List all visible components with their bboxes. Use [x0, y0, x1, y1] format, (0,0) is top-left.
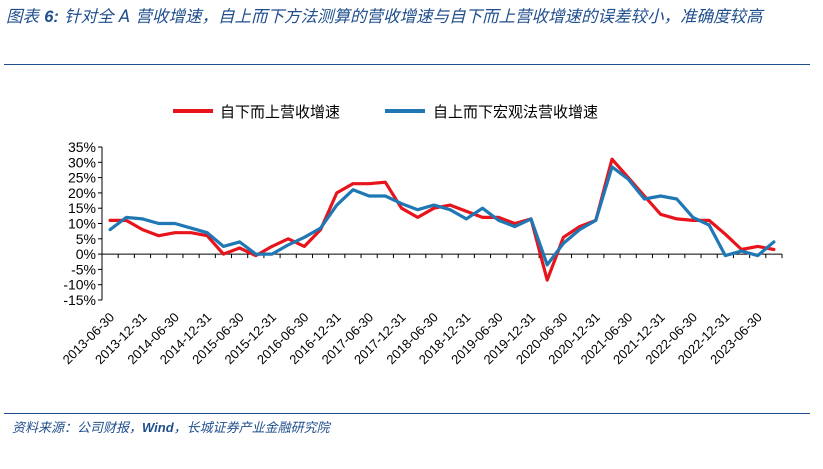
series-line-2 [108, 165, 776, 267]
y-tick-label: -10% [63, 277, 96, 293]
y-tick-label: 10% [68, 216, 96, 232]
series-line-1 [108, 157, 776, 282]
figure-title-prefix: 图表 [6, 7, 39, 26]
source-prefix: 资料来源：公司财报， [12, 421, 143, 436]
y-tick-label: 15% [68, 200, 96, 216]
chart-series [108, 157, 776, 282]
legend-label-1: 自下而上营收增速 [220, 103, 340, 121]
y-tick-label: 35% [68, 139, 96, 155]
source-wind: Wind [142, 420, 174, 435]
y-tick-label: 30% [68, 154, 96, 170]
title-divider [4, 64, 810, 65]
y-tick-label: -5% [71, 261, 96, 277]
y-tick-label: 5% [76, 231, 96, 247]
y-tick-label: 0% [76, 246, 96, 262]
y-tick-label: -15% [63, 292, 96, 308]
chart-axes: -15%-10%-5%0%5%10%15%20%25%30%35%2013-06… [60, 139, 783, 367]
source-suffix: ，长城证券产业金融研究院 [173, 421, 330, 436]
source-note: 资料来源：公司财报，Wind，长城证券产业金融研究院 [12, 417, 330, 436]
legend-label-2: 自上而下宏观法营收增速 [433, 103, 598, 121]
figure-title: 图表 6: 针对全 A 营收增速，自上而下方法测算的营收增速与自下而上营收增速的… [6, 4, 816, 30]
y-tick-label: 25% [68, 170, 96, 186]
source-divider [4, 413, 810, 414]
y-tick-label: 20% [68, 185, 96, 201]
figure-title-number: 6: [44, 8, 59, 26]
figure-title-text: 针对全 A 营收增速，自上而下方法测算的营收增速与自下而上营收增速的误差较小，准… [64, 7, 763, 26]
chart-legend: 自下而上营收增速 自上而下宏观法营收增速 [173, 103, 598, 121]
